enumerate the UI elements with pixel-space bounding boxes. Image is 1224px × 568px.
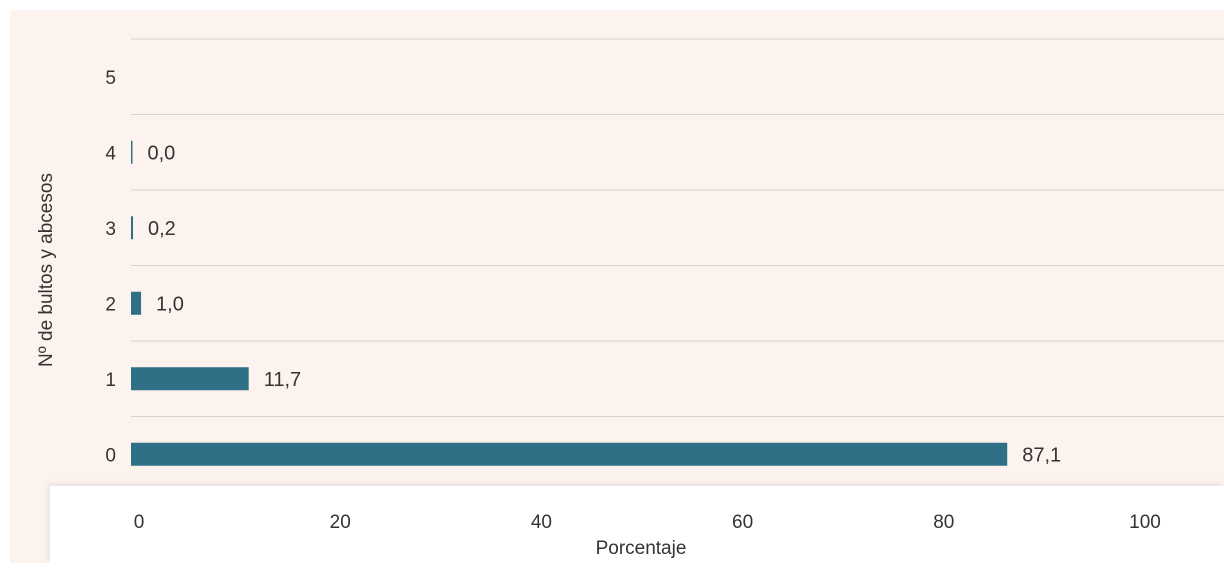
data-label: 11,7 — [264, 369, 301, 391]
y-tick-label: 4 — [105, 143, 116, 164]
plot-background — [10, 10, 1224, 563]
x-tick-label: 0 — [134, 512, 145, 533]
data-label: 0,0 — [148, 142, 176, 164]
bar — [131, 140, 133, 164]
x-axis-title: Porcentaje — [596, 538, 687, 559]
x-tick-label: 20 — [330, 512, 351, 533]
x-axis-panel — [50, 486, 1224, 563]
x-tick-labels: 0 20 40 60 80 100 — [134, 512, 1161, 533]
bar — [131, 367, 249, 391]
x-tick-label: 100 — [1129, 512, 1161, 533]
x-tick-label: 60 — [732, 512, 753, 533]
data-label: 87,1 — [1022, 444, 1061, 466]
data-labels: 87,1 11,7 1,0 0,2 0,0 — [148, 142, 1062, 466]
y-tick-label: 0 — [105, 445, 116, 466]
y-tick-labels: 0 1 2 3 4 5 — [105, 68, 116, 467]
y-tick-label: 2 — [105, 294, 116, 315]
x-tick-label: 40 — [531, 512, 552, 533]
data-label: 1,0 — [156, 293, 184, 315]
bar — [131, 291, 142, 315]
y-tick-label: 5 — [105, 68, 116, 89]
grid-lines — [131, 38, 1224, 417]
data-label: 0,2 — [148, 218, 176, 240]
y-tick-label: 3 — [105, 219, 116, 240]
bar — [131, 216, 134, 240]
bars — [131, 140, 1008, 466]
x-tick-label: 80 — [933, 512, 954, 533]
y-axis-title: Nº de bultos y abcesos — [36, 173, 57, 367]
y-tick-label: 1 — [105, 370, 116, 391]
bar — [131, 442, 1008, 466]
